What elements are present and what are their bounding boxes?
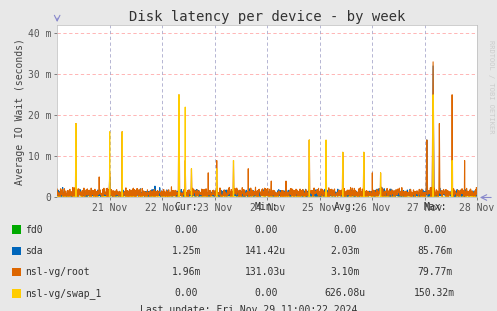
Text: 0.00: 0.00 (174, 225, 198, 235)
Text: Avg:: Avg: (333, 202, 357, 212)
Text: Cur:: Cur: (174, 202, 198, 212)
Text: RRDTOOL / TOBI OETIKER: RRDTOOL / TOBI OETIKER (488, 40, 494, 134)
Text: 0.00: 0.00 (174, 288, 198, 298)
Text: 1.25m: 1.25m (171, 246, 201, 256)
Text: 131.03u: 131.03u (246, 267, 286, 277)
Text: Max:: Max: (423, 202, 447, 212)
Text: Last update: Fri Nov 29 11:00:22 2024: Last update: Fri Nov 29 11:00:22 2024 (140, 304, 357, 311)
Text: 1.96m: 1.96m (171, 267, 201, 277)
Text: Min:: Min: (254, 202, 278, 212)
Text: 0.00: 0.00 (254, 225, 278, 235)
Text: 150.32m: 150.32m (414, 288, 455, 298)
Text: 79.77m: 79.77m (417, 267, 452, 277)
Text: nsl-vg/root: nsl-vg/root (25, 267, 90, 277)
Y-axis label: Average IO Wait (seconds): Average IO Wait (seconds) (15, 38, 25, 185)
Text: nsl-vg/swap_1: nsl-vg/swap_1 (25, 288, 102, 299)
Text: 141.42u: 141.42u (246, 246, 286, 256)
Text: 0.00: 0.00 (254, 288, 278, 298)
Text: 3.10m: 3.10m (331, 267, 360, 277)
Text: 0.00: 0.00 (423, 225, 447, 235)
Text: sda: sda (25, 246, 43, 256)
Text: 0.00: 0.00 (333, 225, 357, 235)
Text: fd0: fd0 (25, 225, 43, 235)
Text: 85.76m: 85.76m (417, 246, 452, 256)
Title: Disk latency per device - by week: Disk latency per device - by week (129, 10, 406, 24)
Text: 626.08u: 626.08u (325, 288, 366, 298)
Text: 2.03m: 2.03m (331, 246, 360, 256)
